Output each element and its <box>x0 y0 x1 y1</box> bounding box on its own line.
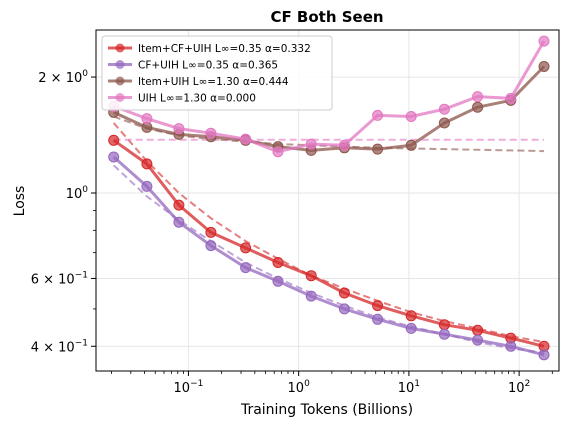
data-point <box>372 313 384 325</box>
y-tick-label: 100 <box>66 185 89 202</box>
data-point <box>108 151 120 163</box>
series-0 <box>108 134 550 352</box>
data-point <box>438 328 450 340</box>
data-point <box>141 180 153 192</box>
data-point <box>240 262 252 274</box>
data-point <box>272 257 284 268</box>
data-point <box>141 113 153 125</box>
legend: Item+CF+UIH L∞=0.35 α=0.332 CF+UIH L∞=0.3… <box>101 35 333 111</box>
data-point <box>405 310 417 322</box>
data-point <box>205 226 217 238</box>
series-line <box>112 155 545 357</box>
data-point <box>305 138 317 150</box>
data-point <box>438 103 450 115</box>
fit-line-series-1 <box>113 164 545 354</box>
data-point <box>472 101 484 113</box>
data-point <box>173 123 185 135</box>
series-1 <box>108 151 550 361</box>
data-point <box>305 290 317 302</box>
data-point <box>472 324 484 336</box>
legend-swatch-marker <box>115 76 125 86</box>
data-point <box>372 109 384 121</box>
data-point <box>272 275 284 287</box>
data-point <box>338 303 350 315</box>
data-point <box>338 287 350 299</box>
data-point <box>240 242 252 254</box>
legend-item: CF+UIH L∞=0.35 α=0.365 <box>108 60 278 72</box>
data-point <box>538 35 550 47</box>
legend-box <box>101 35 333 111</box>
data-point <box>372 300 384 312</box>
y-axis-label: Loss <box>12 186 28 217</box>
data-point <box>108 134 120 146</box>
legend-swatch-marker <box>115 93 125 102</box>
data-point <box>141 158 153 170</box>
y-tick-label: 2 × 100 <box>38 69 88 86</box>
data-point <box>338 139 350 151</box>
fit-line-series-0 <box>112 122 545 344</box>
data-point <box>538 349 550 361</box>
y-tick-label: 6 × 10−1 <box>31 270 88 287</box>
plot-frame <box>95 29 560 372</box>
legend-item: Item+CF+UIH L∞=0.35 α=0.332 <box>108 43 311 55</box>
data-point <box>472 334 484 346</box>
data-point <box>240 133 252 145</box>
fit-lines <box>112 115 545 354</box>
legend-label: UIH L∞=1.30 α=0.000 <box>138 93 256 105</box>
legend-label: Item+CF+UIH L∞=0.35 α=0.332 <box>138 43 311 55</box>
data-point <box>405 139 417 151</box>
axis-ticks: 10−1 100 101 102 4 × 10−1 6 × 10−1 100 2 × 100 <box>31 69 553 396</box>
legend-label: CF+UIH L∞=0.35 α=0.365 <box>138 60 278 72</box>
legend-item: Item+UIH L∞=1.30 α=0.444 <box>108 76 289 88</box>
data-point <box>438 117 450 129</box>
x-tick-label: 101 <box>398 379 420 396</box>
series-3 <box>108 35 550 158</box>
legend-swatch-marker <box>115 60 125 69</box>
y-tick-label: 4 × 10−1 <box>31 338 88 355</box>
chart-title: CF Both Seen <box>270 8 383 26</box>
series-lines <box>108 35 550 361</box>
x-tick-label: 102 <box>508 379 530 396</box>
data-point <box>505 92 517 104</box>
data-point <box>472 91 484 103</box>
x-tick-label: 10−1 <box>174 379 204 396</box>
data-point <box>372 143 384 155</box>
data-point <box>173 216 185 228</box>
data-point <box>173 199 185 211</box>
data-point <box>405 322 417 334</box>
legend-label: Item+UIH L∞=1.30 α=0.444 <box>138 76 289 88</box>
data-point <box>205 240 217 252</box>
data-point <box>405 111 417 122</box>
data-point <box>205 127 217 139</box>
data-point <box>272 146 284 158</box>
legend-item: UIH L∞=1.30 α=0.000 <box>108 93 256 105</box>
data-point <box>438 319 450 331</box>
data-point <box>305 270 317 282</box>
x-tick-label: 100 <box>288 379 311 396</box>
data-point <box>505 340 517 352</box>
legend-swatch-marker <box>115 43 125 53</box>
data-point <box>538 61 550 72</box>
x-axis-label: Training Tokens (Billions) <box>240 402 413 418</box>
series-line <box>112 139 545 348</box>
